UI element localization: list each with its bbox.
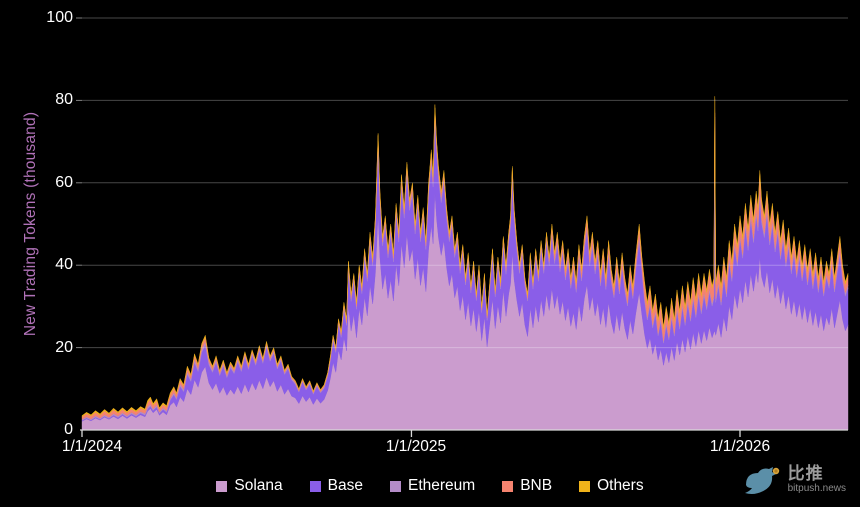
- legend-label-ethereum: Ethereum: [408, 477, 476, 494]
- y-tick-label-40: 40: [55, 256, 73, 273]
- base-swatch-icon: [309, 480, 321, 492]
- legend-item-ethereum: Ethereum: [390, 477, 475, 495]
- area-series-others: [81, 96, 849, 418]
- legend-item-solana: Solana: [216, 477, 283, 495]
- x-tick-label-2026: 1/1/2026: [709, 438, 771, 455]
- y-tick-label-0: 0: [64, 421, 73, 438]
- watermark-brand: 比推: [787, 464, 824, 483]
- others-swatch-icon: [579, 480, 591, 492]
- y-tick-label-60: 60: [55, 174, 73, 191]
- y-tick-label-80: 80: [55, 91, 73, 108]
- solana-swatch-icon: [216, 480, 228, 492]
- legend-label-others: Others: [597, 477, 644, 494]
- bnb-swatch-icon: [502, 480, 514, 492]
- stacked-area-chart: [76, 17, 849, 437]
- legend-label-solana: Solana: [234, 477, 283, 494]
- legend-item-base: Base: [309, 477, 363, 495]
- bitpush-bird-icon: [744, 467, 779, 494]
- y-tick-label-20: 20: [55, 339, 73, 356]
- y-axis-title: New Trading Tokens (thousand): [22, 111, 39, 337]
- legend-item-others: Others: [579, 477, 644, 495]
- legend-label-base: Base: [327, 477, 363, 494]
- watermark-site: bitpush.news: [787, 483, 846, 494]
- legend-label-bnb: BNB: [520, 477, 553, 494]
- x-tick-label-2025: 1/1/2025: [385, 438, 447, 455]
- chart-legend: Solana Base Ethereum BNB Others: [0, 477, 860, 495]
- y-tick-label-100: 100: [46, 9, 73, 26]
- bitpush-watermark: 比推 bitpush.news: [743, 465, 846, 499]
- legend-item-bnb: BNB: [502, 477, 552, 495]
- ethereum-swatch-icon: [390, 480, 401, 492]
- x-tick-label-2024: 1/1/2024: [61, 438, 123, 455]
